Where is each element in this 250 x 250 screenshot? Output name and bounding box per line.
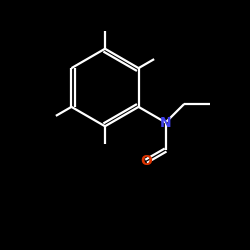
Text: N: N: [160, 116, 172, 130]
Text: O: O: [140, 154, 152, 168]
